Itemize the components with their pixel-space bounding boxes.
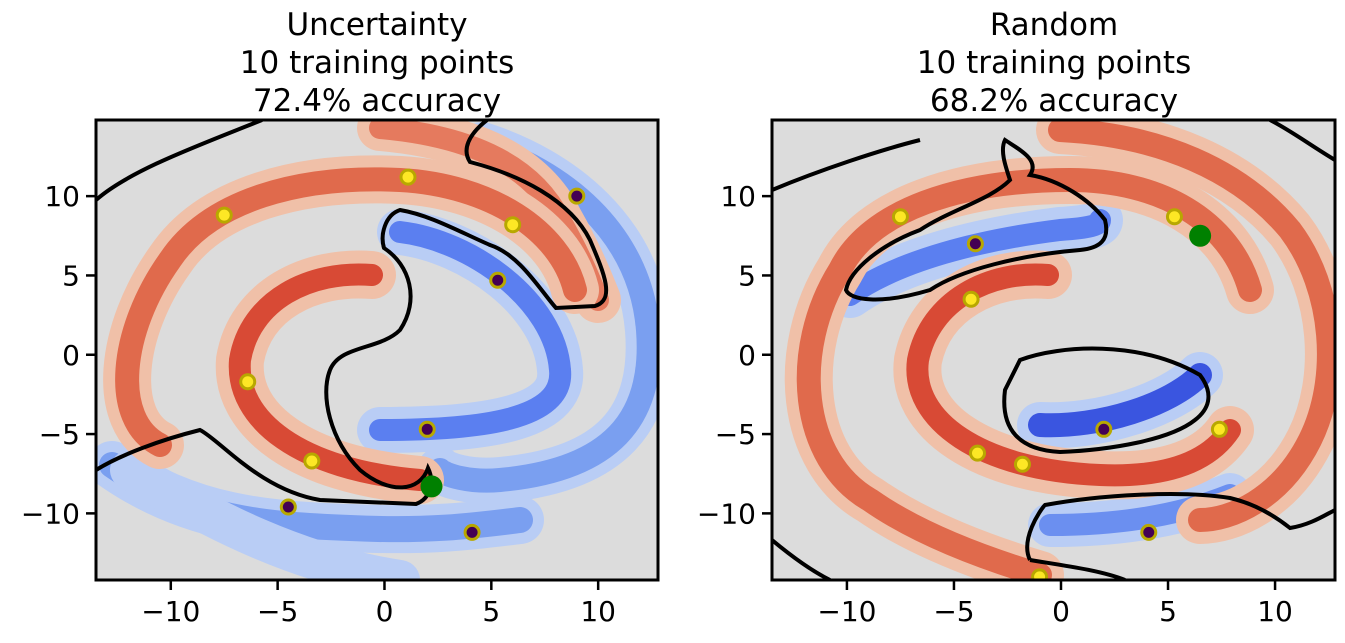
class-0-probability-field bbox=[784, 120, 1335, 580]
x-tick-label: −10 bbox=[817, 595, 876, 628]
scatter-points bbox=[891, 208, 1228, 580]
training-point-class-1 bbox=[1140, 523, 1158, 541]
axes-frame bbox=[94, 118, 660, 582]
training-point-class-1 bbox=[279, 498, 297, 516]
training-point-class-0 bbox=[504, 216, 522, 234]
plot-area bbox=[96, 120, 658, 580]
y-tick-label: 0 bbox=[62, 339, 80, 372]
training-point-class-0 bbox=[1031, 568, 1049, 580]
training-point-class-1 bbox=[966, 235, 984, 253]
training-point-class-1 bbox=[463, 523, 481, 541]
training-point-class-1 bbox=[568, 187, 586, 205]
training-point-class-0 bbox=[891, 208, 909, 226]
y-tick-label: 5 bbox=[62, 259, 80, 292]
uncertainty-panel: Uncertainty 10 training points 72.4% acc… bbox=[21, 7, 660, 628]
next-query-point bbox=[420, 475, 443, 498]
decision-boundary bbox=[96, 120, 609, 507]
x-tick-label: 5 bbox=[1159, 595, 1177, 628]
panel-title-line-2: 10 training points bbox=[917, 45, 1191, 81]
panel-title-line-1: Uncertainty bbox=[286, 7, 467, 43]
class-0-probability-field bbox=[103, 120, 621, 504]
training-point-class-0 bbox=[1210, 420, 1228, 438]
x-tick-label: 5 bbox=[482, 595, 500, 628]
panel-title-line-3: 72.4% accuracy bbox=[253, 83, 501, 119]
training-point-class-1 bbox=[1095, 420, 1113, 438]
training-point-class-0 bbox=[303, 452, 321, 470]
panel-title-line-3: 68.2% accuracy bbox=[930, 83, 1178, 119]
training-point-class-0 bbox=[239, 373, 257, 391]
plot-area bbox=[772, 120, 1335, 580]
training-point-class-0 bbox=[969, 444, 987, 462]
axes-frame bbox=[770, 118, 1337, 582]
axis-ticks: −10 −5 0 5 10 −10 −5 0 5 10 bbox=[21, 180, 616, 628]
training-point-class-1 bbox=[489, 271, 507, 289]
x-tick-label: −5 bbox=[933, 595, 974, 628]
y-tick-label: 5 bbox=[738, 259, 756, 292]
training-point-class-0 bbox=[215, 206, 233, 224]
y-tick-label: −5 bbox=[39, 418, 80, 451]
axis-ticks: −10 −5 0 5 10 −10 −5 0 5 10 bbox=[697, 180, 1293, 628]
panel-title-line-2: 10 training points bbox=[240, 45, 514, 81]
training-point-class-0 bbox=[1013, 455, 1031, 473]
training-point-class-0 bbox=[399, 168, 417, 186]
scatter-points bbox=[215, 168, 586, 541]
y-tick-label: −10 bbox=[697, 497, 756, 530]
y-tick-label: 10 bbox=[720, 180, 756, 213]
x-tick-label: 0 bbox=[376, 595, 394, 628]
decision-boundary bbox=[772, 120, 1335, 580]
x-tick-label: 0 bbox=[1052, 595, 1070, 628]
panel-title-line-1: Random bbox=[990, 7, 1118, 43]
y-tick-label: −10 bbox=[21, 497, 80, 530]
training-point-class-0 bbox=[962, 290, 980, 308]
y-tick-label: 0 bbox=[738, 339, 756, 372]
y-tick-label: −5 bbox=[715, 418, 756, 451]
x-tick-label: 10 bbox=[580, 595, 616, 628]
y-tick-label: 10 bbox=[44, 180, 80, 213]
random-panel: Random 10 training points 68.2% accuracy bbox=[697, 7, 1337, 628]
next-query-point bbox=[1189, 224, 1212, 247]
training-point-class-1 bbox=[418, 420, 436, 438]
x-tick-label: 10 bbox=[1257, 595, 1293, 628]
x-tick-label: −5 bbox=[257, 595, 298, 628]
x-tick-label: −10 bbox=[141, 595, 200, 628]
training-point-class-0 bbox=[1165, 208, 1183, 226]
